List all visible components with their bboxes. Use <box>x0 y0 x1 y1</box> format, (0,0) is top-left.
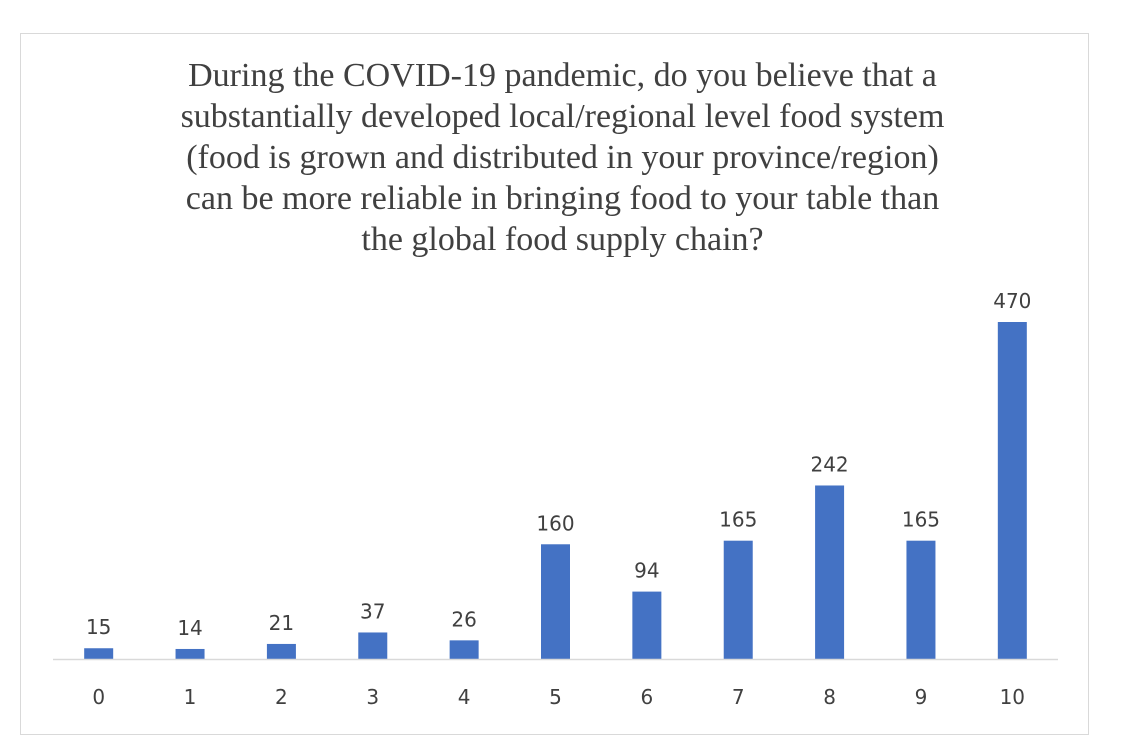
data-label-6: 94 <box>634 559 659 583</box>
data-label-1: 14 <box>177 616 202 640</box>
bar-6 <box>632 591 662 659</box>
data-label-8: 242 <box>810 452 848 476</box>
x-tick-label-9: 9 <box>915 685 928 709</box>
data-label-7: 165 <box>719 508 757 532</box>
x-tick-labels-group: 0 1 2 3 4 5 6 7 8 9 10 <box>92 685 1025 709</box>
bar-5 <box>541 544 570 659</box>
bar-4 <box>449 640 479 659</box>
data-label-3: 37 <box>360 599 385 623</box>
x-tick-label-6: 6 <box>640 685 653 709</box>
bar-2 <box>266 643 296 659</box>
x-tick-label-7: 7 <box>732 685 745 709</box>
chart-title-line: (food is grown and distributed in your p… <box>186 139 939 176</box>
x-tick-label-5: 5 <box>549 685 562 709</box>
data-label-9: 165 <box>902 508 940 532</box>
bar-3 <box>358 632 388 659</box>
data-label-4: 26 <box>451 607 476 631</box>
bars-group <box>84 322 1027 659</box>
bar-1 <box>175 648 205 659</box>
data-label-2: 21 <box>269 611 294 635</box>
bar-0 <box>84 648 114 659</box>
x-tick-label-3: 3 <box>366 685 379 709</box>
chart-title-line: can be more reliable in bringing food to… <box>185 180 940 217</box>
data-label-0: 15 <box>86 615 111 639</box>
x-tick-label-0: 0 <box>92 685 105 709</box>
chart-title-line: During the COVID-19 pandemic, do you bel… <box>188 57 937 94</box>
bar-7 <box>723 540 753 659</box>
chart-title: During the COVID-19 pandemic, do you bel… <box>0 55 1125 260</box>
chart-title-line: substantially developed local/regional l… <box>180 98 945 135</box>
data-label-10: 470 <box>993 289 1031 313</box>
bar-8 <box>815 485 845 659</box>
x-tick-label-2: 2 <box>275 685 288 709</box>
x-tick-label-1: 1 <box>184 685 197 709</box>
x-tick-label-10: 10 <box>1000 685 1025 709</box>
data-labels-group: 15 14 21 37 26 160 94 165 242 165 470 <box>86 289 1031 640</box>
chart-title-line: the global food supply chain? <box>361 221 764 258</box>
data-label-5: 160 <box>536 511 574 535</box>
bar-9 <box>906 540 936 659</box>
x-tick-label-4: 4 <box>458 685 471 709</box>
bar-10 <box>997 322 1027 659</box>
x-tick-label-8: 8 <box>823 685 836 709</box>
